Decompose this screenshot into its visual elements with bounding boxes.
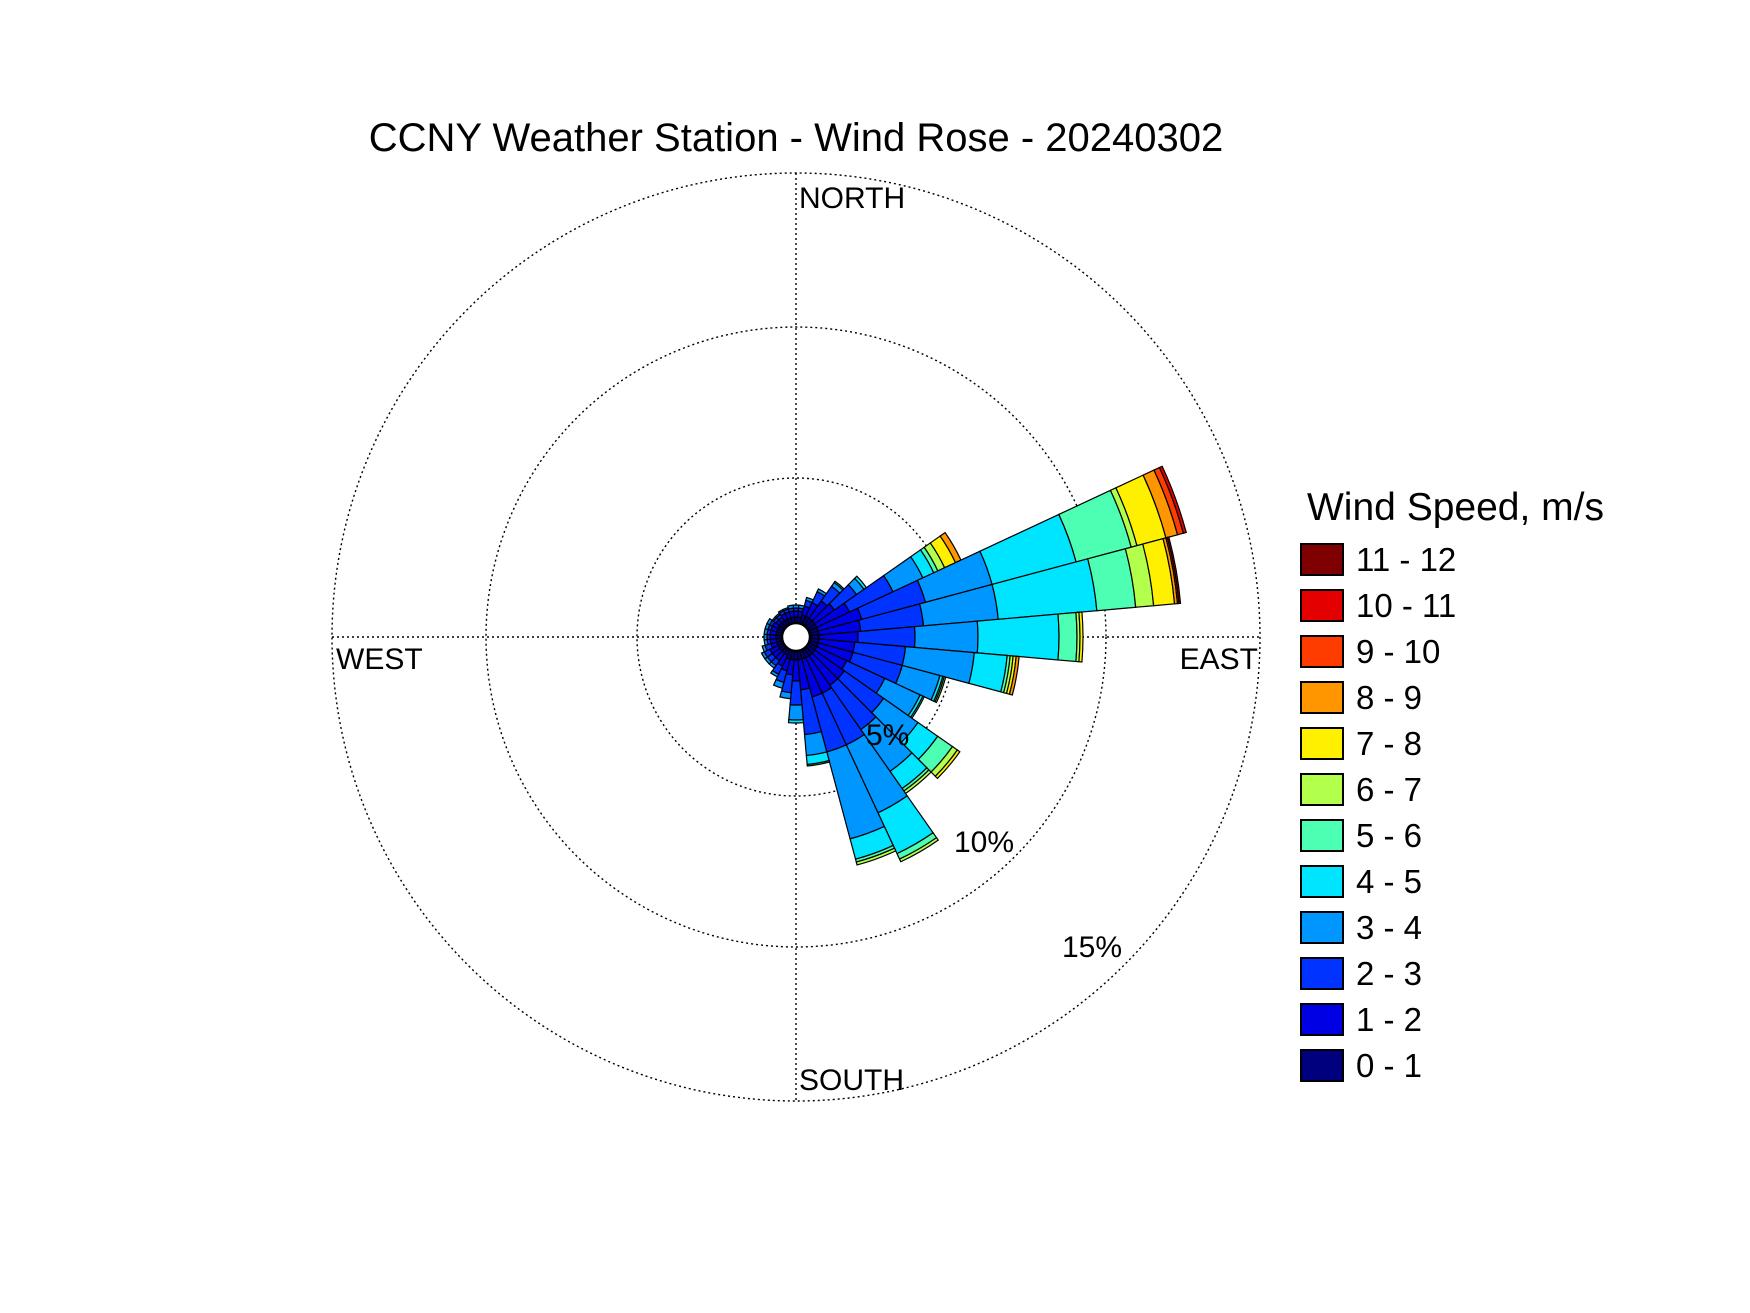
ring-label-5-percent: 5%: [866, 719, 909, 752]
legend-label: 2 - 3: [1356, 955, 1422, 992]
legend-items: 11 - 12 10 - 11 9 - 10 8 - 9 7 - 8 6 - 7 5 - 6…: [1300, 541, 1456, 1084]
wedge-dir-240-bin-3: [760, 650, 769, 660]
legend-label: 0 - 1: [1356, 1047, 1422, 1084]
direction-label-west: WEST: [336, 643, 423, 676]
legend-swatch: [1300, 819, 1344, 852]
wedge-dir-100-bin-4: [968, 651, 1008, 693]
legend-label: 6 - 7: [1356, 771, 1422, 808]
legend: Wind Speed, m/s 11 - 12 10 - 11 9 - 10 8 - …: [1300, 486, 1604, 1084]
wedge-dir-150-bin-6: [898, 836, 940, 863]
legend-label: 10 - 11: [1356, 587, 1456, 624]
legend-title: Wind Speed, m/s: [1307, 486, 1604, 529]
direction-label-north: NORTH: [799, 182, 905, 215]
legend-label: 5 - 6: [1356, 817, 1422, 854]
wedge-dir-100-bin-8: [1008, 655, 1020, 696]
legend-label: 11 - 12: [1356, 541, 1456, 578]
wedge-dir-350-bin-3: [786, 604, 795, 610]
wedge-dir-260-bin-3: [763, 638, 769, 647]
ring-labels: 5% 10% 15%: [866, 719, 1122, 964]
legend-swatch: [1300, 865, 1344, 898]
grid-ring-15-percent: [331, 172, 1261, 1102]
legend-label: 1 - 2: [1356, 1001, 1422, 1038]
wedge-dir-200-bin-3: [772, 678, 785, 689]
wedge-dir-0-bin-3: [792, 604, 800, 609]
calm-center: [780, 621, 812, 653]
legend-label: 9 - 10: [1356, 633, 1440, 670]
wedge-dir-90-bin-5: [1057, 611, 1078, 663]
legend-label: 4 - 5: [1356, 863, 1422, 900]
legend-swatch: [1300, 681, 1344, 714]
legend-swatch: [1300, 589, 1344, 622]
legend-label: 8 - 9: [1356, 679, 1422, 716]
wedge-dir-180-bin-3: [788, 704, 804, 721]
direction-labels: NORTH SOUTH EAST WEST: [336, 182, 1258, 1097]
legend-swatch: [1300, 1003, 1344, 1036]
wedge-dir-70-bin-10: [1158, 465, 1187, 534]
legend-label: 7 - 8: [1356, 725, 1422, 762]
wedge-dir-250-bin-3: [761, 644, 768, 653]
chart-title: CCNY Weather Station - Wind Rose - 20240…: [369, 116, 1224, 160]
legend-swatch: [1300, 727, 1344, 760]
wedge-dir-160-bin-6: [855, 847, 897, 866]
grid-ring-10-percent: [485, 326, 1107, 948]
wedge-dir-80-bin-10: [1166, 536, 1182, 605]
wind-rose-wedges: [760, 465, 1187, 866]
ring-label-15-percent: 15%: [1062, 931, 1122, 964]
legend-swatch: [1300, 957, 1344, 990]
wedge-dir-190-bin-3: [779, 690, 792, 700]
ring-label-10-percent: 10%: [954, 826, 1014, 859]
wedge-dir-170-bin-5: [806, 759, 831, 767]
legend-swatch: [1300, 1049, 1344, 1082]
legend-swatch: [1300, 635, 1344, 668]
wedge-dir-90-bin-4: [976, 613, 1060, 661]
legend-swatch: [1300, 911, 1344, 944]
legend-label: 3 - 4: [1356, 909, 1422, 946]
wedge-dir-270-bin-3: [763, 633, 768, 641]
wedge-dir-210-bin-3: [769, 669, 780, 678]
legend-swatch: [1300, 773, 1344, 806]
wedge-dir-180-bin-4: [787, 719, 805, 724]
wedge-dir-300-bin-3: [766, 617, 774, 626]
direction-label-east: EAST: [1180, 643, 1258, 676]
legend-swatch: [1300, 543, 1344, 576]
wedge-dir-110-bin-6: [934, 675, 947, 704]
wedge-dir-130-bin-7: [934, 749, 961, 780]
direction-label-south: SOUTH: [799, 1064, 904, 1097]
wedge-dir-90-bin-7: [1078, 611, 1084, 663]
